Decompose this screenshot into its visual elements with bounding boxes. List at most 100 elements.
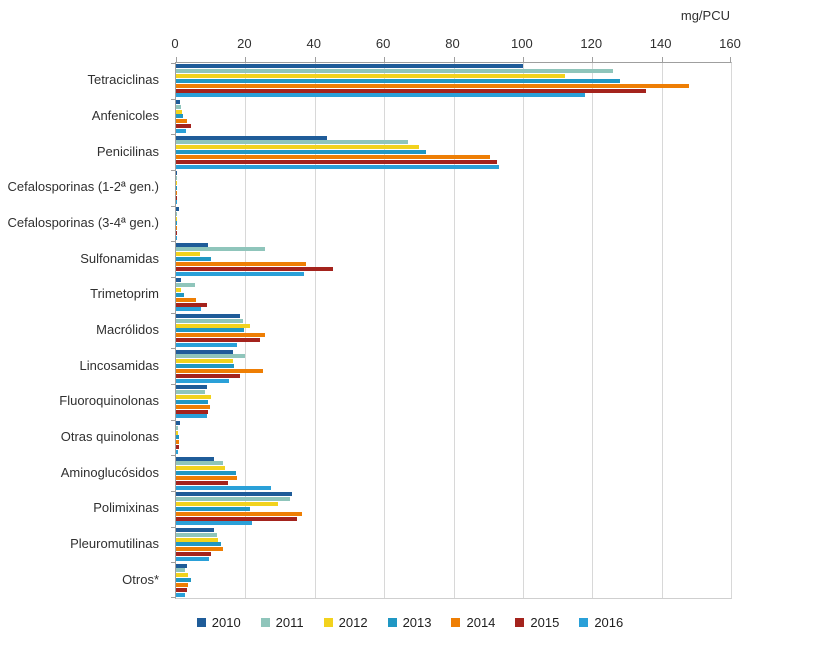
bar-2012 (176, 73, 565, 78)
bar-2014 (176, 547, 224, 552)
bar-2011 (176, 247, 265, 252)
bar-2010 (176, 64, 523, 69)
category-tick-mark (171, 597, 175, 598)
category-label-anfenicoles: Anfenicoles (91, 107, 159, 123)
bar-group-sulfonamidas (176, 241, 731, 277)
bar-2013 (176, 292, 185, 297)
bar-2015 (176, 552, 211, 557)
bar-group-penicilinas (176, 134, 731, 170)
axis-tick-mark-60 (384, 57, 386, 62)
bar-group-polimixinas (176, 491, 731, 527)
bar-2012 (176, 573, 189, 578)
axis-tick-mark-100 (522, 57, 524, 62)
legend-label-2014: 2014 (466, 614, 496, 630)
category-tick-mark (171, 241, 175, 242)
gridline-40 (314, 63, 316, 598)
bar-2010 (176, 420, 180, 425)
bar-2011 (176, 568, 186, 573)
bar-2016 (176, 557, 210, 562)
bar-2012 (176, 394, 212, 399)
bar-2015 (176, 302, 207, 307)
bar-2011 (176, 104, 182, 109)
category-tick-mark (171, 348, 175, 349)
category-label-cefalosporinas-3-4-gen-: Cefalosporinas (3-4ª gen.) (7, 214, 160, 230)
bar-group-otras-quinolonas (176, 420, 731, 456)
bar-2013 (176, 578, 191, 583)
legend-swatch-2011 (260, 617, 270, 627)
bar-2011 (176, 318, 244, 323)
axis-tick-mark-0 (176, 57, 177, 62)
legend-item-2016: 2016 (579, 615, 623, 630)
bar-2011 (176, 176, 177, 181)
gridline-120 (592, 63, 594, 598)
legend-swatch-2016 (579, 617, 589, 627)
legend-label-2013: 2013 (402, 614, 432, 630)
bar-2013 (176, 114, 183, 119)
bar-2013 (176, 185, 177, 190)
bar-2015 (176, 124, 191, 129)
axis-tick-mark-40 (314, 57, 316, 62)
category-label-fluoroquinolonas: Fluoroquinolonas (59, 393, 159, 409)
bar-2015 (176, 445, 180, 450)
category-label-otras-quinolonas: Otras quinolonas (60, 428, 159, 444)
category-tick-mark (171, 491, 175, 492)
bar-2011 (176, 390, 205, 395)
gridline-140 (661, 63, 663, 598)
x-tick-label-40: 40 (306, 36, 321, 51)
bar-2011 (176, 425, 179, 430)
category-label-aminogluc-sidos: Aminoglucósidos (60, 464, 159, 480)
legend: 2010 2011 2012 2013 2014 2015 2016 (0, 610, 820, 634)
x-tick-label-20: 20 (237, 36, 252, 51)
bar-2014 (176, 226, 178, 231)
bar-2013 (176, 435, 179, 440)
x-tick-label-60: 60 (375, 36, 391, 51)
gridline-80 (453, 63, 455, 598)
bar-2011 (176, 461, 224, 466)
category-label-pleuromutilinas: Pleuromutilinas (70, 535, 159, 551)
bar-2016 (176, 93, 586, 98)
bar-2012 (176, 323, 250, 328)
bar-2015 (176, 159, 497, 164)
bar-2011 (176, 69, 614, 74)
bar-group-trimetoprim (176, 277, 731, 313)
category-label-otros-: Otros* (122, 571, 159, 587)
bar-2016 (176, 343, 237, 348)
bar-2010 (176, 206, 180, 211)
category-label-polimixinas: Polimixinas (93, 500, 159, 516)
bar-2016 (176, 200, 177, 205)
category-tick-mark (171, 277, 175, 278)
category-tick-mark (171, 206, 175, 207)
bar-2014 (176, 190, 177, 195)
category-tick-mark (171, 420, 175, 421)
bar-2016 (176, 378, 229, 383)
axis-tick-mark-20 (245, 57, 247, 62)
bar-group-cefalosporinas-1-2-gen- (176, 170, 731, 206)
category-tick-mark (171, 313, 175, 314)
bar-2011 (176, 354, 246, 359)
bar-2014 (176, 83, 690, 88)
bar-2010 (176, 99, 181, 104)
bar-2012 (176, 180, 177, 185)
bar-2014 (176, 369, 264, 374)
bar-2015 (176, 587, 188, 592)
legend-label-2011: 2011 (275, 614, 304, 630)
bar-2014 (176, 262, 307, 267)
bar-2013 (176, 471, 236, 476)
legend-swatch-2014 (451, 617, 461, 627)
category-tick-mark (171, 455, 175, 456)
legend-item-2013: 2013 (387, 614, 432, 630)
bar-2015 (176, 231, 178, 236)
x-tick-label-100: 100 (511, 36, 533, 51)
bar-2015 (176, 88, 647, 93)
bar-2012 (176, 501, 279, 506)
legend-swatch-2013 (387, 617, 397, 627)
legend-label-2012: 2012 (338, 614, 368, 630)
bar-2010 (176, 527, 215, 532)
legend-swatch-2010 (196, 617, 206, 627)
bar-2014 (176, 511, 302, 516)
bar-2010 (176, 278, 181, 283)
bar-group-fluoroquinolonas (176, 384, 731, 420)
legend-item-2015: 2015 (515, 615, 559, 630)
category-tick-mark (171, 134, 175, 135)
